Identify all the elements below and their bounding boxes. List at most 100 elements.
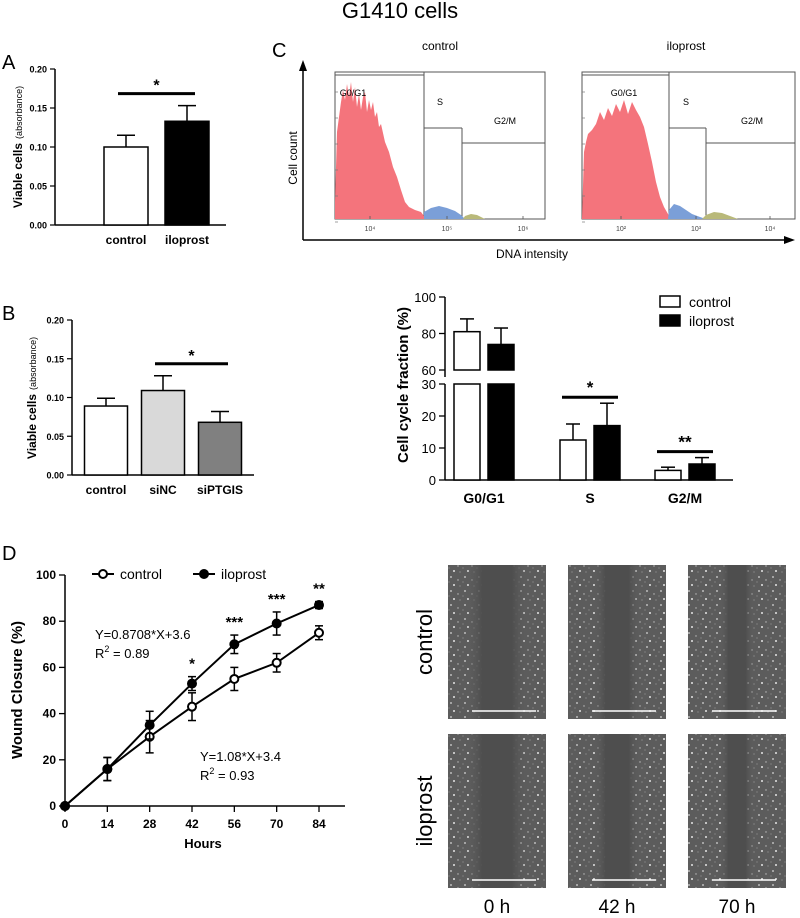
flow-tick-label: 10⁴ <box>765 226 776 233</box>
flow-tick-label: 10⁵ <box>442 226 453 233</box>
y-tick-label: 0.20 <box>46 316 64 326</box>
data-point-iloprost <box>144 720 155 731</box>
panel-label-d: D <box>2 543 16 565</box>
panel-label-c: C <box>272 40 286 62</box>
panel-c-flow: Cell count DNA intensity control ilopros… <box>286 39 796 261</box>
y-tick-label: 0.10 <box>46 393 64 403</box>
gate-label-s: S <box>437 97 443 107</box>
x-tick-label: siNC <box>149 483 177 497</box>
d-y-tick-label: 80 <box>43 614 57 628</box>
flow-tick-label: 10³ <box>691 226 702 233</box>
significance-star: * <box>587 378 594 397</box>
cbar-y-tick-label: 80 <box>422 327 436 342</box>
bar-control-lower <box>453 383 481 481</box>
wound-gap <box>594 734 640 888</box>
data-point-iloprost <box>229 639 240 650</box>
d-x-tick-label: 56 <box>228 817 242 831</box>
eq-iloprost-line: Y=0.8708*X+3.6 <box>95 627 190 642</box>
significance-star: ** <box>313 581 325 598</box>
legend-marker-control <box>98 569 108 579</box>
legend-label-iloprost: iloprost <box>221 566 266 582</box>
significance-star: * <box>189 656 195 673</box>
x-tick-label: control <box>106 233 147 247</box>
gate-label-g0g1: G0/G1 <box>340 88 367 98</box>
bar-sinc <box>140 389 186 476</box>
d-y-tick-label: 100 <box>36 568 56 582</box>
legend-marker-iloprost <box>199 569 209 579</box>
significance-star: ** <box>678 433 692 452</box>
panel-d-line-chart: Wound Closure (%) Hours Y=0.8708*X+3.6 R… <box>9 566 345 851</box>
bar-control <box>103 146 149 226</box>
d-y-tick-label: 40 <box>43 707 57 721</box>
gate-label-g0g1: G0/G1 <box>611 88 638 98</box>
bar-iloprost-lower <box>487 383 515 481</box>
data-point-iloprost <box>314 600 324 611</box>
panel-a-y-label: Viable cells (absorbance) <box>11 86 25 208</box>
flow-y-label: Cell count <box>286 131 300 185</box>
bar-control <box>654 469 682 481</box>
significance-star: *** <box>268 591 286 608</box>
eq-control-r-prefix: R <box>200 768 209 783</box>
bar-iloprost-upper <box>487 343 515 371</box>
y-tick-label: 0.15 <box>46 354 64 364</box>
cbar-y-tick-label: 30 <box>422 377 436 392</box>
eq-control-r-value: = 0.93 <box>214 768 254 783</box>
flow-x-label: DNA intensity <box>496 247 568 261</box>
y-tick-label: 0.05 <box>29 182 47 192</box>
data-point-iloprost <box>60 801 70 811</box>
panel-b-y-label: Viable cells (absorbance) <box>25 337 39 459</box>
bar-iloprost <box>593 424 621 481</box>
wound-gap <box>467 565 527 719</box>
wound-gap <box>594 565 640 719</box>
data-point-control <box>314 627 324 638</box>
cbar-y-tick-label: 20 <box>422 409 436 424</box>
gate-label-g2m: G2/M <box>741 116 763 126</box>
cbar-y-tick-label: 100 <box>414 290 436 305</box>
eq-control-line: Y=1.08*X+3.4 <box>200 749 281 764</box>
significance-star: * <box>188 348 195 365</box>
row-label-control: control <box>412 609 437 675</box>
legend-swatch-iloprost <box>659 314 681 327</box>
d-x-tick-label: 0 <box>62 817 69 831</box>
d-y-tick-label: 20 <box>43 753 57 767</box>
d-y-tick-label: 0 <box>49 799 56 813</box>
flow-tick-label: 10⁶ <box>518 226 529 233</box>
panel-a-y-label-sub: (absorbance) <box>14 86 24 139</box>
flow-tick-label: 10² <box>616 226 627 233</box>
eq-iloprost-r-prefix: R <box>95 646 104 661</box>
micrograph-grid: control iloprost 0 h 42 h 70 h <box>412 565 786 918</box>
d-x-tick-label: 14 <box>101 817 115 831</box>
column-label: 70 h <box>719 897 756 918</box>
cbar-y-tick-label: 60 <box>422 363 436 378</box>
wound-gap <box>467 734 527 888</box>
cbar-y-label: Cell cycle fraction (%) <box>395 307 412 463</box>
column-label: 0 h <box>484 897 510 918</box>
data-point-control <box>187 701 197 712</box>
panel-b-y-label-sub: (absorbance) <box>28 337 38 390</box>
data-point-control <box>229 673 240 684</box>
data-point-iloprost <box>187 678 197 689</box>
y-tick-label: 0.20 <box>29 65 47 75</box>
gate-label-g2m: G2/M <box>494 116 516 126</box>
d-x-tick-label: 28 <box>143 817 157 831</box>
x-tick-label: iloprost <box>165 233 209 247</box>
bar-control <box>83 405 129 476</box>
cbar-y-tick-label: 10 <box>422 441 436 456</box>
panel-a-chart: Viable cells (absorbance) 0.00 0.05 0.10 0.1… <box>11 65 226 247</box>
y-tick-label: 0.00 <box>46 471 64 481</box>
gate-label-s: S <box>683 97 689 107</box>
panel-label-a: A <box>2 52 16 74</box>
histogram-s <box>424 206 465 219</box>
d-x-tick-label: 70 <box>270 817 284 831</box>
flow-iloprost-title: iloprost <box>667 39 706 53</box>
y-tick-label: 0.00 <box>29 221 47 231</box>
eq-iloprost-r2: R2 = 0.89 <box>95 644 150 661</box>
flow-y-arrow-icon <box>299 60 307 71</box>
panel-b-chart: Viable cells (absorbance) 0.00 0.05 0.10 0.1… <box>25 316 254 497</box>
legend-label-iloprost: iloprost <box>689 313 734 329</box>
bar-iloprost <box>164 120 210 226</box>
bar-control-upper <box>453 330 481 371</box>
cbar-y-tick-label: 0 <box>429 473 436 488</box>
